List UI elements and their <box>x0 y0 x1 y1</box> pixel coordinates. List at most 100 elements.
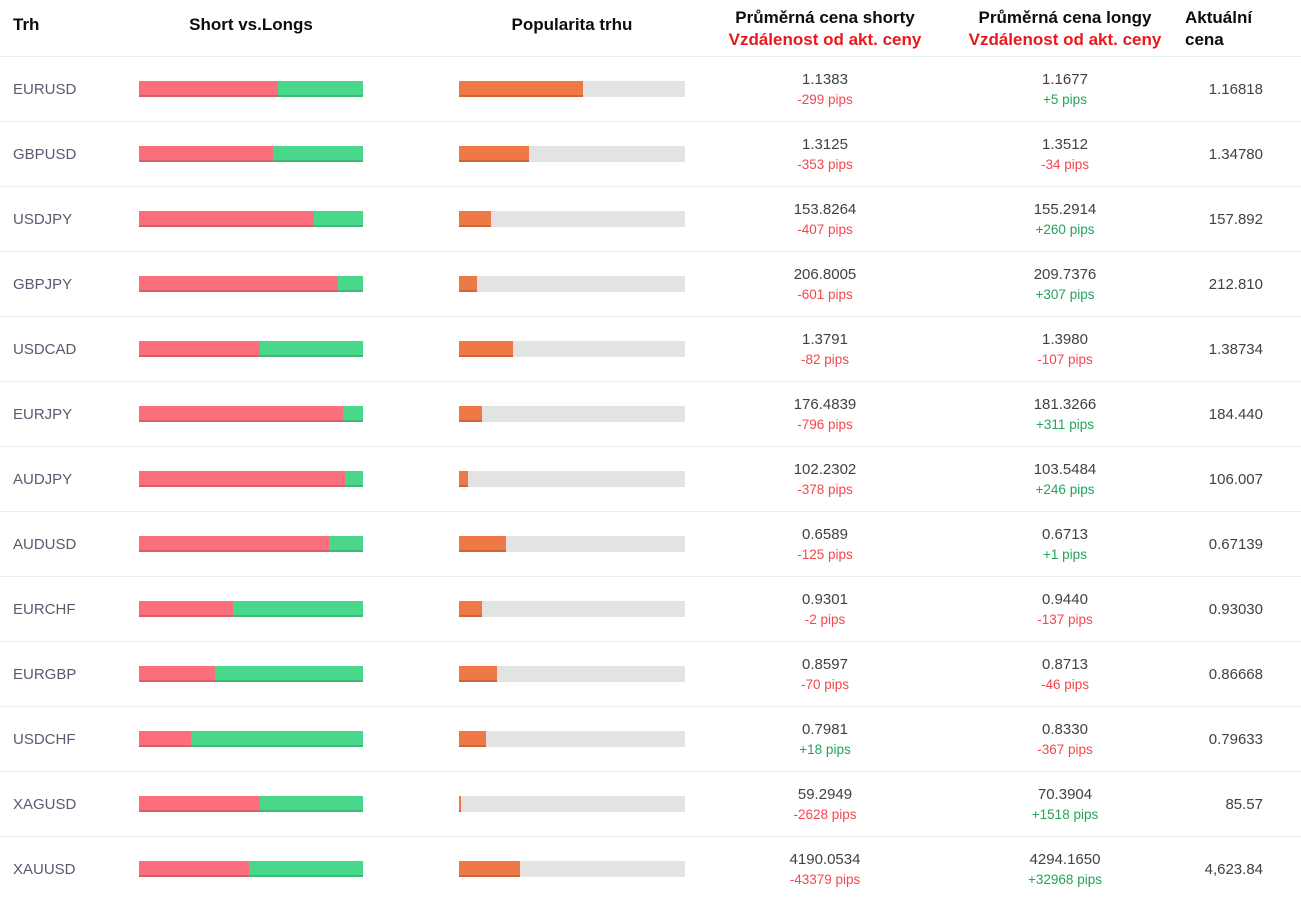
header-avg-short: Průměrná cena shorty Vzdálenost od akt. … <box>685 0 965 51</box>
current-price-cell: 4,623.84 <box>1204 860 1263 878</box>
header-popularity: Popularita trhu <box>511 15 633 34</box>
market-cell: GBPJPY <box>13 275 73 293</box>
popularity-bar-fill <box>459 601 482 617</box>
avg-long-cell: 70.3904 +1518 pips <box>965 786 1165 822</box>
short-vs-long-cell <box>139 666 363 682</box>
short-segment <box>139 406 343 422</box>
table-row: USDCAD 1.3791 -82 pips 1.3980 -107 pips 1.387… <box>0 316 1301 381</box>
popularity-cell <box>459 666 685 682</box>
short-distance-pips: -82 pips <box>800 352 850 367</box>
current-price-cell: 85.57 <box>1225 795 1263 813</box>
current-price-cell: 184.440 <box>1208 405 1263 423</box>
popularity-bar-fill <box>459 536 507 552</box>
short-vs-long-cell <box>139 536 363 552</box>
long-segment <box>342 406 363 422</box>
long-distance-pips: -107 pips <box>1037 352 1093 367</box>
table-row: EURGBP 0.8597 -70 pips 0.8713 -46 pips 0.8666… <box>0 641 1301 706</box>
short-vs-long-bar <box>139 796 363 812</box>
popularity-bar-fill <box>459 406 482 422</box>
popularity-cell <box>459 81 685 97</box>
popularity-bar-track <box>459 861 685 877</box>
avg-long-cell: 103.5484 +246 pips <box>965 461 1165 497</box>
avg-long-price: 70.3904 <box>1037 786 1093 803</box>
header-current-price-line1: Aktuální <box>1185 8 1253 27</box>
header-current-price-line2: cena <box>1185 30 1224 49</box>
current-price-cell: 0.86668 <box>1208 665 1263 683</box>
avg-long-price: 0.9440 <box>1042 591 1088 608</box>
long-segment <box>215 666 363 682</box>
table-row: GBPUSD 1.3125 -353 pips 1.3512 -34 pips 1.347… <box>0 121 1301 186</box>
table-row: EURCHF 0.9301 -2 pips 0.9440 -137 pips 0.9303… <box>0 576 1301 641</box>
market-cell: USDJPY <box>13 210 73 228</box>
short-vs-long-bar <box>139 211 363 227</box>
table-body: EURUSD 1.1383 -299 pips 1.1677 +5 pips 1.1681… <box>0 56 1301 901</box>
header-avg-long: Průměrná cena longy Vzdálenost od akt. c… <box>965 0 1165 51</box>
long-distance-pips: +307 pips <box>1035 287 1095 302</box>
short-distance-pips: -43379 pips <box>789 872 861 887</box>
popularity-bar-track <box>459 666 685 682</box>
short-vs-long-bar <box>139 406 363 422</box>
current-price-cell: 0.93030 <box>1208 600 1263 618</box>
short-vs-long-bar <box>139 536 363 552</box>
table-row: XAGUSD 59.2949 -2628 pips 70.3904 +1518 pips… <box>0 771 1301 836</box>
avg-short-price: 153.8264 <box>793 201 857 218</box>
table-row: EURJPY 176.4839 -796 pips 181.3266 +311 pips… <box>0 381 1301 446</box>
short-vs-long-cell <box>139 731 363 747</box>
avg-short-price: 1.3791 <box>802 331 848 348</box>
popularity-bar-fill <box>459 796 462 812</box>
market-cell: AUDJPY <box>13 470 73 488</box>
popularity-bar-fill <box>459 146 530 162</box>
market-cell: EURGBP <box>13 665 77 683</box>
header-market: Trh <box>13 15 40 34</box>
long-distance-pips: +1518 pips <box>1031 807 1099 822</box>
avg-long-price: 0.8713 <box>1042 656 1088 673</box>
avg-short-price: 0.9301 <box>802 591 848 608</box>
short-segment <box>139 796 260 812</box>
long-segment <box>259 341 363 357</box>
market-cell: AUDUSD <box>13 535 77 553</box>
short-vs-long-bar <box>139 146 363 162</box>
avg-long-cell: 4294.1650 +32968 pips <box>965 851 1165 887</box>
popularity-bar-track <box>459 81 685 97</box>
avg-long-cell: 1.1677 +5 pips <box>965 71 1165 107</box>
popularity-bar-track <box>459 601 685 617</box>
long-distance-pips: -367 pips <box>1037 742 1093 757</box>
avg-short-cell: 0.8597 -70 pips <box>685 656 965 692</box>
market-cell: USDCAD <box>13 340 77 358</box>
table-row: GBPJPY 206.8005 -601 pips 209.7376 +307 pips… <box>0 251 1301 316</box>
avg-long-cell: 209.7376 +307 pips <box>965 266 1165 302</box>
popularity-cell <box>459 146 685 162</box>
long-segment <box>190 731 363 747</box>
header-current-price: Aktuální cena <box>1165 0 1301 51</box>
long-segment <box>233 601 363 617</box>
short-vs-long-cell <box>139 406 363 422</box>
long-distance-pips: +260 pips <box>1035 222 1095 237</box>
avg-long-cell: 0.8330 -367 pips <box>965 721 1165 757</box>
avg-short-price: 4190.0534 <box>789 851 861 868</box>
short-segment <box>139 861 249 877</box>
current-price-cell: 1.16818 <box>1208 80 1263 98</box>
avg-short-price: 176.4839 <box>793 396 857 413</box>
short-vs-long-cell <box>139 861 363 877</box>
market-cell: EURCHF <box>13 600 76 618</box>
long-segment <box>313 211 363 227</box>
table-header: Trh Short vs.Longs Popularita trhu Průmě… <box>0 0 1301 56</box>
popularity-cell <box>459 406 685 422</box>
short-vs-long-cell <box>139 211 363 227</box>
avg-short-price: 0.7981 <box>802 721 848 738</box>
avg-long-cell: 181.3266 +311 pips <box>965 396 1165 432</box>
header-avg-long-distance: Vzdálenost od akt. ceny <box>968 30 1162 49</box>
header-avg-long-title: Průměrná cena longy <box>978 8 1152 27</box>
header-avg-short-title: Průměrná cena shorty <box>735 8 915 27</box>
short-segment <box>139 666 216 682</box>
short-distance-pips: -378 pips <box>797 482 853 497</box>
avg-long-cell: 0.8713 -46 pips <box>965 656 1165 692</box>
short-segment <box>139 341 260 357</box>
avg-long-cell: 0.6713 +1 pips <box>965 526 1165 562</box>
short-distance-pips: -70 pips <box>800 677 850 692</box>
popularity-bar-fill <box>459 861 521 877</box>
short-distance-pips: -407 pips <box>797 222 853 237</box>
avg-long-price: 181.3266 <box>1033 396 1097 413</box>
popularity-bar-fill <box>459 731 487 747</box>
short-segment <box>139 146 274 162</box>
